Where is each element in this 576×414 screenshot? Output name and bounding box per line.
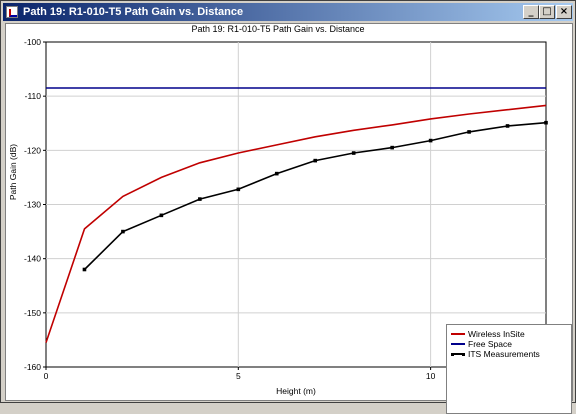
y-tick-label: -110 (25, 91, 42, 101)
legend-marker (451, 352, 454, 356)
y-tick-label: -130 (24, 200, 41, 210)
legend: Wireless InSite Free Space ITS Measureme… (446, 324, 572, 414)
data-point-its-measurements (121, 229, 125, 234)
app-icon (6, 6, 18, 18)
legend-marker (462, 352, 465, 356)
data-point-its-measurements (467, 130, 471, 134)
y-tick-label: -120 (24, 145, 41, 155)
legend-label: ITS Measurements (468, 349, 540, 359)
minimize-button[interactable]: _ (523, 5, 539, 19)
y-tick-label: -160 (24, 362, 41, 372)
data-point-its-measurements (351, 151, 356, 155)
legend-swatch (451, 343, 465, 345)
data-point-its-measurements (390, 145, 394, 150)
data-point-its-measurements (544, 120, 548, 125)
x-axis-label: Height (m) (276, 386, 316, 396)
series-line-wireless-insite (45, 104, 547, 343)
legend-swatch (451, 353, 465, 355)
data-point-its-measurements (274, 171, 279, 176)
window-title: Path 19: R1-010-T5 Path Gain vs. Distanc… (23, 6, 244, 18)
y-tick-label: -150 (24, 308, 41, 318)
data-point-its-measurements (313, 158, 318, 163)
data-point-its-measurements (428, 138, 433, 143)
data-point-its-measurements (159, 213, 164, 218)
y-tick-label: -100 (24, 37, 41, 47)
x-tick-label: 5 (236, 371, 241, 381)
x-tick-label: 0 (44, 371, 49, 381)
legend-swatch (451, 333, 465, 335)
data-point-its-measurements (82, 267, 87, 272)
chart-area: Path 19: R1-010-T5 Path Gain vs. Distanc… (5, 23, 573, 414)
grid (46, 42, 546, 367)
maximize-button[interactable]: □ (539, 5, 555, 19)
line-chart: Path 19: R1-010-T5 Path Gain vs. Distanc… (8, 24, 548, 396)
chart-title: Path 19: R1-010-T5 Path Gain vs. Distanc… (191, 24, 364, 34)
data-point-its-measurements (236, 187, 241, 192)
series-layer (45, 87, 548, 343)
y-axis: -100 -110 -120 -130 -140 -150 -160 (24, 37, 46, 372)
y-axis-label: Path Gain (dB) (8, 144, 18, 200)
data-point-its-measurements (198, 197, 202, 201)
y-tick-label: -140 (24, 254, 41, 264)
x-tick-label: 10 (426, 371, 436, 381)
close-button[interactable]: × (556, 5, 572, 19)
legend-label: Wireless InSite (468, 329, 525, 339)
legend-label: Free Space (468, 339, 512, 349)
x-axis: 0 5 10 (44, 367, 436, 381)
data-point-its-measurements (505, 124, 510, 128)
title-bar[interactable]: Path 19: R1-010-T5 Path Gain vs. Distanc… (3, 3, 573, 21)
